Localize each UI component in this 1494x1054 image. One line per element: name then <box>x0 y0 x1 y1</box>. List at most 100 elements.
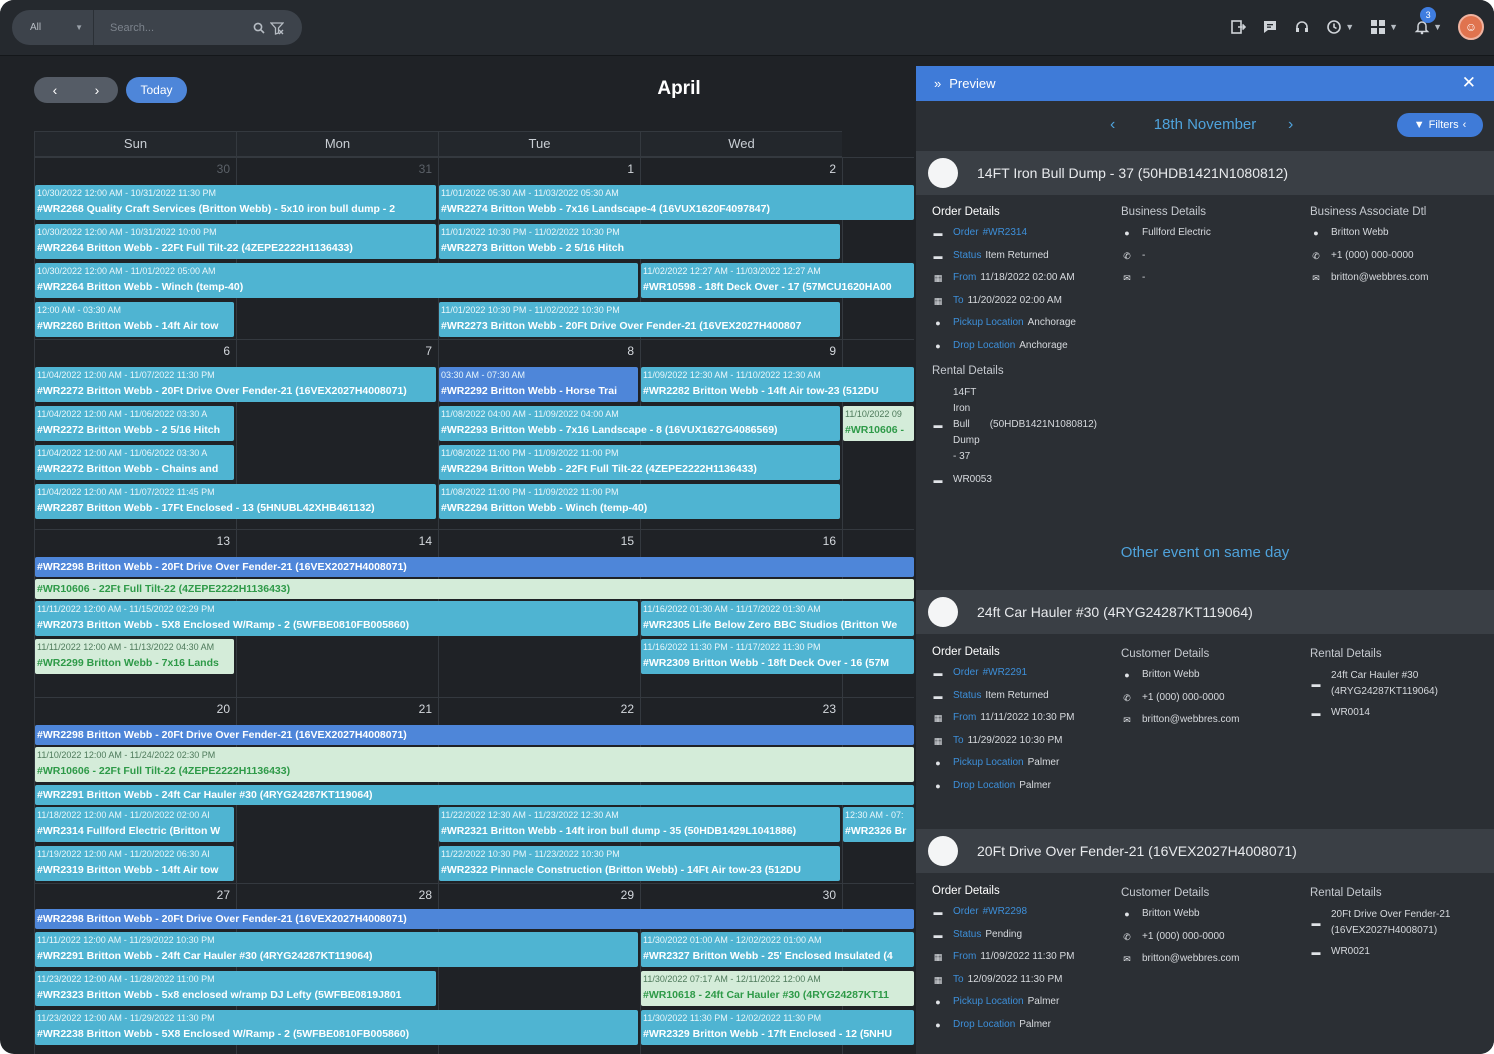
day-cell[interactable]: 6 <box>34 339 236 529</box>
business-email: - <box>1142 272 1146 283</box>
calendar-event[interactable]: 12:30 AM - 07: #WR2326 Br <box>843 807 914 842</box>
day-cell[interactable]: 27 <box>34 883 236 1054</box>
calendar-event[interactable]: #WR2298 Britton Webb - 20Ft Drive Over F… <box>35 909 914 929</box>
day-cell[interactable]: 13 <box>34 529 236 697</box>
calendar-event[interactable]: 11/04/2022 12:00 AM - 11/07/2022 11:45 P… <box>35 484 436 519</box>
calendar-event[interactable]: 11/08/2022 11:00 PM - 11/09/2022 11:00 P… <box>439 484 840 519</box>
day-cell[interactable]: 8 <box>438 339 640 529</box>
prev-day-button[interactable]: ‹ <box>1110 116 1116 133</box>
event-title: #WR2314 Fullford Electric (Britton W <box>37 825 221 837</box>
calendar-event[interactable]: 03:30 AM - 07:30 AM #WR2292 Britton Webb … <box>439 367 638 402</box>
calendar-event[interactable]: 11/23/2022 12:00 AM - 11/29/2022 11:30 P… <box>35 1010 638 1045</box>
day-cell[interactable]: 29 <box>438 883 640 1054</box>
apps-grid-icon[interactable]: ▼ <box>1370 12 1398 42</box>
order-row: ▬ Order #WR2291 <box>932 666 1117 689</box>
clear-filter-icon[interactable] <box>268 19 286 37</box>
event-time: 11/04/2022 12:00 AM - 11/07/2022 11:30 P… <box>37 370 215 380</box>
calendar-event[interactable]: #WR2291 Britton Webb - 24ft Car Hauler #… <box>35 785 914 805</box>
order-link[interactable]: #WR2314 <box>982 227 1028 238</box>
day-cell[interactable]: 20 <box>34 697 236 883</box>
day-cell[interactable] <box>842 339 914 529</box>
order-link[interactable]: #WR2291 <box>982 667 1028 678</box>
double-chevron-right-icon[interactable]: » <box>934 76 942 91</box>
calendar-event[interactable]: 10/30/2022 12:00 AM - 11/01/2022 05:00 A… <box>35 263 638 298</box>
calendar-event[interactable]: 11/10/2022 12:00 AM - 11/24/2022 02:30 P… <box>35 747 914 782</box>
calendar-event[interactable]: 10/30/2022 12:00 AM - 10/31/2022 10:00 P… <box>35 224 436 259</box>
calendar-event[interactable]: 11/22/2022 12:30 AM - 11/23/2022 12:30 A… <box>439 807 840 842</box>
customer-details-heading: Customer Details <box>1121 648 1210 660</box>
calendar-event[interactable]: 11/08/2022 04:00 AM - 11/09/2022 04:00 A… <box>439 406 840 441</box>
calendar-event[interactable]: 11/10/2022 09 #WR10606 - <box>843 406 914 441</box>
day-cell[interactable]: 7 <box>236 339 438 529</box>
pickup-value: Anchorage <box>1027 317 1076 328</box>
day-cell[interactable] <box>842 157 914 339</box>
calendar-event[interactable]: 11/30/2022 07:17 AM - 12/11/2022 12:00 A… <box>641 971 914 1006</box>
phone-icon: ✆ <box>1123 931 1131 942</box>
person-icon: ● <box>1124 909 1130 919</box>
rental-line: Iron <box>953 403 971 414</box>
calendar-event[interactable]: 11/01/2022 10:30 PM - 11/02/2022 10:30 P… <box>439 224 840 259</box>
calendar-event[interactable]: 11/16/2022 11:30 PM - 11/17/2022 11:30 P… <box>641 639 914 674</box>
prev-month-button[interactable]: ‹ <box>52 82 58 98</box>
close-icon[interactable]: ✕ <box>1461 73 1476 92</box>
user-avatar[interactable]: ☺ <box>1458 14 1484 40</box>
exit-icon[interactable] <box>1230 12 1247 42</box>
day-cell[interactable] <box>842 883 914 1054</box>
calendar-event[interactable]: #WR10606 - 22Ft Full Tilt-22 (4ZEPE2222H… <box>35 579 914 599</box>
calendar-event[interactable]: 11/04/2022 12:00 AM - 11/06/2022 03:30 A… <box>35 406 234 441</box>
calendar-event[interactable]: 11/11/2022 12:00 AM - 11/13/2022 04:30 A… <box>35 639 234 674</box>
support-icon[interactable] <box>1294 12 1310 42</box>
event-title: #WR2264 Britton Webb - Winch (temp-40) <box>37 281 244 293</box>
calendar-event[interactable]: 11/02/2022 12:27 AM - 11/03/2022 12:27 A… <box>641 263 914 298</box>
day-cell[interactable]: 28 <box>236 883 438 1054</box>
calendar-event[interactable]: #WR2298 Britton Webb - 20Ft Drive Over F… <box>35 557 914 577</box>
calendar-event[interactable]: 11/18/2022 12:00 AM - 11/20/2022 02:00 A… <box>35 807 234 842</box>
calendar-week: 27 28 29 30 #WR2298 Britton Webb - 20Ft Driv… <box>34 883 914 1054</box>
history-icon[interactable]: ▼ <box>1326 12 1354 42</box>
today-button[interactable]: Today <box>126 77 187 103</box>
calendar-event[interactable]: 11/30/2022 11:30 PM - 12/02/2022 11:30 P… <box>641 1010 914 1045</box>
calendar-event[interactable]: 11/22/2022 10:30 PM - 11/23/2022 10:30 P… <box>439 846 840 881</box>
calendar-event[interactable]: 11/04/2022 12:00 AM - 11/07/2022 11:30 P… <box>35 367 436 402</box>
calendar-event[interactable]: 11/11/2022 12:00 AM - 11/15/2022 02:29 P… <box>35 601 638 636</box>
day-cell[interactable]: 30 <box>34 157 236 339</box>
calendar-event[interactable]: 11/01/2022 05:30 AM - 11/03/2022 05:30 A… <box>439 185 914 220</box>
calendar-event[interactable]: 12:00 AM - 03:30 AM #WR2260 Britton Webb … <box>35 302 234 337</box>
notification-bell-icon[interactable]: 3 ▼ <box>1414 7 1442 42</box>
associate-heading: Business Associate Dtl <box>1310 206 1427 218</box>
calendar-event[interactable]: 11/08/2022 11:00 PM - 11/09/2022 11:00 P… <box>439 445 840 480</box>
calendar-event[interactable]: 11/19/2022 12:00 AM - 11/20/2022 06:30 A… <box>35 846 234 881</box>
calendar-event[interactable]: 11/23/2022 12:00 AM - 11/28/2022 11:00 P… <box>35 971 436 1006</box>
scope-select[interactable]: All ▼ <box>12 10 94 45</box>
event-card-header[interactable]: 24ft Car Hauler #30 (4RYG24287KT119064) <box>916 590 1494 634</box>
event-card-header[interactable]: 14FT Iron Bull Dump - 37 (50HDB1421N1080… <box>916 151 1494 195</box>
filters-button[interactable]: ▼ Filters ‹ <box>1397 113 1483 137</box>
day-cell[interactable]: 16 <box>640 529 842 697</box>
event-card-header[interactable]: 20Ft Drive Over Fender-21 (16VEX2027H400… <box>916 829 1494 873</box>
day-cell[interactable]: 1 <box>438 157 640 339</box>
calendar-event[interactable]: 10/30/2022 12:00 AM - 10/31/2022 11:30 P… <box>35 185 436 220</box>
chevron-down-icon: ▼ <box>1389 22 1399 32</box>
search-icon[interactable] <box>250 19 268 37</box>
calendar-event[interactable]: 11/30/2022 01:00 AM - 12/02/2022 01:00 A… <box>641 932 914 967</box>
search-input[interactable] <box>110 21 250 34</box>
day-cell[interactable]: 30 <box>640 883 842 1054</box>
truck-icon: ▬ <box>1311 947 1321 957</box>
next-day-button[interactable]: › <box>1288 116 1294 133</box>
order-link[interactable]: #WR2298 <box>982 906 1028 917</box>
top-bar: All ▼ ▼ ▼ 3 ▼ <box>0 0 1494 56</box>
chat-icon[interactable] <box>1262 12 1278 42</box>
event-time: 11/30/2022 01:00 AM - 12/02/2022 01:00 A… <box>643 935 822 945</box>
pickup-row: ● Pickup Location Palmer <box>932 756 1117 779</box>
order-details: Order Details ▬ Order #WR2291 ▬ Status Item … <box>932 646 1117 801</box>
calendar-event[interactable]: 11/04/2022 12:00 AM - 11/06/2022 03:30 A… <box>35 445 234 480</box>
phone-icon: ✆ <box>1123 692 1131 703</box>
calendar-event[interactable]: 11/09/2022 12:30 AM - 11/10/2022 12:30 A… <box>641 367 914 402</box>
next-month-button[interactable]: › <box>94 82 100 98</box>
calendar-event[interactable]: #WR2298 Britton Webb - 20Ft Drive Over F… <box>35 725 914 745</box>
drop-row: ● Drop Location Palmer <box>932 1018 1117 1041</box>
calendar-event[interactable]: 11/16/2022 01:30 AM - 11/17/2022 01:30 A… <box>641 601 914 636</box>
calendar-event[interactable]: 11/11/2022 12:00 AM - 11/29/2022 10:30 P… <box>35 932 638 967</box>
calendar-event[interactable]: 11/01/2022 10:30 PM - 11/02/2022 10:30 P… <box>439 302 840 337</box>
